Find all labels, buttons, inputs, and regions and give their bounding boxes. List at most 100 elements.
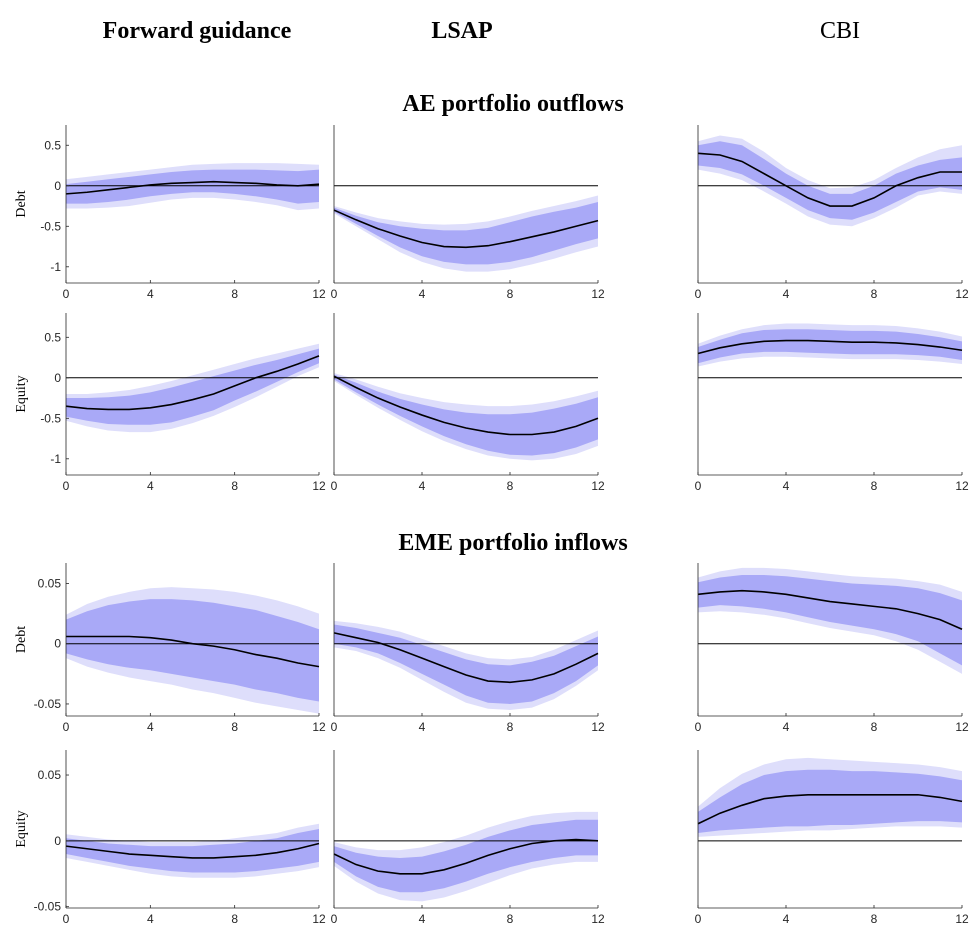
x-tick-label: 0 <box>63 287 70 301</box>
x-tick-label: 8 <box>231 720 238 734</box>
x-tick-label: 12 <box>312 912 326 926</box>
column-title: CBI <box>820 18 860 44</box>
y-tick-label: 0 <box>54 834 61 848</box>
y-tick-label: -1 <box>50 452 61 466</box>
x-tick-label: 0 <box>63 912 70 926</box>
response-line <box>65 180 320 195</box>
confidence-band <box>334 374 598 456</box>
y-axis-label: Equity <box>14 375 29 412</box>
x-tick-label: 12 <box>312 287 326 301</box>
x-tick-label: 8 <box>871 912 878 926</box>
x-tick-label: 4 <box>147 287 154 301</box>
x-tick-label: 4 <box>419 479 426 493</box>
x-tick-label: 4 <box>419 287 426 301</box>
confidence-band <box>66 829 319 873</box>
x-tick-label: 0 <box>695 479 702 493</box>
x-tick-label: 12 <box>955 479 969 493</box>
x-tick-label: 0 <box>695 287 702 301</box>
y-tick-label: 0.05 <box>38 576 62 590</box>
y-tick-label: 0.5 <box>44 138 61 152</box>
y-tick-label: -0.5 <box>40 411 61 425</box>
y-tick-label: 0 <box>54 371 61 385</box>
x-tick-label: 12 <box>591 479 605 493</box>
response-line <box>697 339 963 355</box>
y-tick-label: 0 <box>54 637 61 651</box>
x-tick-label: 12 <box>591 720 605 734</box>
x-tick-label: 0 <box>695 720 702 734</box>
x-tick-label: 12 <box>955 720 969 734</box>
y-tick-label: -0.05 <box>34 697 62 711</box>
section-title: EME portfolio inflows <box>398 530 627 556</box>
x-tick-label: 12 <box>955 912 969 926</box>
x-tick-label: 4 <box>419 912 426 926</box>
response-line <box>697 793 963 825</box>
panel: 0 4 8 12 -1 -0.5 0 0.5 Equity <box>14 313 326 493</box>
confidence-band <box>66 599 319 702</box>
y-axis-label: Equity <box>14 810 29 847</box>
confidence-band <box>66 169 319 204</box>
confidence-band <box>334 201 598 265</box>
column-title: LSAP <box>431 18 492 44</box>
confidence-band <box>698 575 962 666</box>
x-tick-label: 4 <box>783 287 790 301</box>
confidence-band <box>698 329 962 364</box>
y-tick-label: 0.05 <box>38 768 62 782</box>
x-tick-label: 8 <box>871 479 878 493</box>
x-tick-label: 12 <box>312 720 326 734</box>
y-axis-label: Debt <box>14 190 29 217</box>
x-tick-label: 4 <box>783 479 790 493</box>
x-tick-label: 0 <box>331 720 338 734</box>
column-title: Forward guidance <box>103 18 292 44</box>
response-line <box>333 632 599 684</box>
confidence-band <box>334 624 598 704</box>
x-tick-label: 0 <box>331 479 338 493</box>
response-line <box>333 838 599 875</box>
response-line <box>697 152 962 207</box>
response-line <box>65 842 320 859</box>
x-tick-label: 0 <box>695 912 702 926</box>
x-tick-label: 8 <box>507 479 514 493</box>
y-tick-label: 0 <box>54 179 61 193</box>
y-tick-label: -0.5 <box>40 219 61 233</box>
panel: 0 4 8 12 <box>695 125 969 301</box>
x-tick-label: 12 <box>591 287 605 301</box>
x-tick-label: 8 <box>871 720 878 734</box>
confidence-band <box>66 348 319 425</box>
section-title: AE portfolio outflows <box>402 91 623 117</box>
x-tick-label: 4 <box>147 720 154 734</box>
x-tick-label: 8 <box>231 287 238 301</box>
y-tick-label: 0.5 <box>44 330 61 344</box>
response-line <box>65 355 320 411</box>
x-tick-label: 0 <box>331 912 338 926</box>
x-tick-label: 4 <box>783 912 790 926</box>
x-tick-label: 4 <box>147 479 154 493</box>
confidence-band <box>698 135 962 227</box>
y-tick-label: -0.05 <box>34 900 62 914</box>
x-tick-label: 4 <box>419 720 426 734</box>
confidence-band <box>698 141 962 220</box>
x-tick-label: 0 <box>63 720 70 734</box>
x-tick-label: 12 <box>591 912 605 926</box>
x-tick-label: 8 <box>507 720 514 734</box>
x-tick-label: 8 <box>231 912 238 926</box>
x-tick-label: 8 <box>231 479 238 493</box>
panel: 0 4 8 12 -1 -0.5 0 0.5 Debt <box>14 125 326 301</box>
panel: 0 4 8 12 <box>695 563 969 734</box>
response-line <box>66 635 320 668</box>
response-line <box>333 375 599 436</box>
response-line <box>697 589 963 630</box>
x-tick-label: 12 <box>312 479 326 493</box>
panel: 0 4 8 12 <box>331 125 605 301</box>
x-tick-label: 8 <box>871 287 878 301</box>
x-tick-label: 0 <box>63 479 70 493</box>
y-axis-label: Debt <box>14 626 29 653</box>
confidence-band <box>698 769 962 833</box>
panel: 0 4 8 12 <box>331 750 605 926</box>
x-tick-label: 0 <box>331 287 338 301</box>
confidence-band <box>334 819 598 893</box>
panel: 0 4 8 12 <box>695 750 969 926</box>
x-tick-label: 8 <box>507 287 514 301</box>
